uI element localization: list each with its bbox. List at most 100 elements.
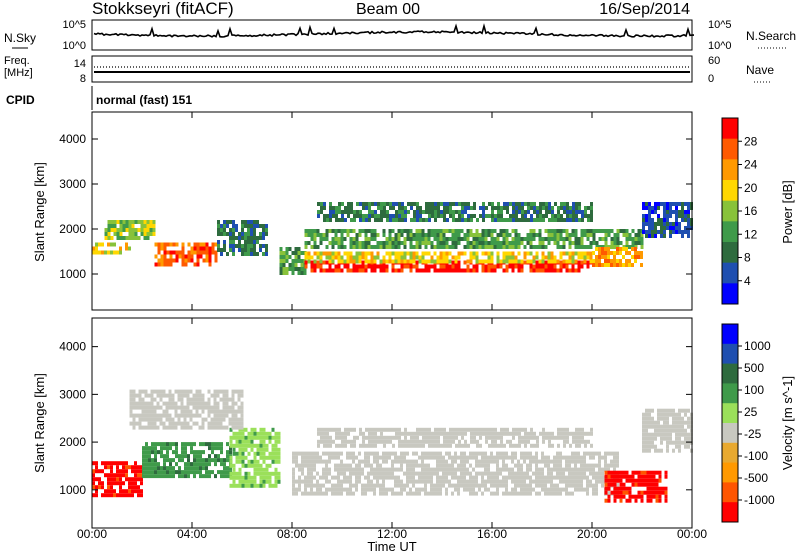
data-cell — [421, 229, 425, 233]
data-cell — [640, 245, 644, 249]
data-cell — [159, 389, 163, 394]
data-cell — [231, 417, 235, 422]
data-cell — [291, 259, 295, 263]
data-cell — [542, 427, 545, 432]
data-cell — [347, 206, 350, 210]
data-cell — [490, 241, 494, 245]
data-cell — [589, 467, 592, 472]
data-cell — [559, 245, 563, 249]
data-cell — [304, 241, 308, 245]
data-cell — [193, 470, 196, 475]
data-cell — [575, 435, 578, 440]
data-cell — [607, 255, 610, 259]
data-cell — [651, 436, 654, 441]
data-cell — [202, 474, 205, 479]
data-cell — [490, 229, 494, 233]
data-cell — [478, 463, 481, 468]
data-cell — [355, 233, 359, 237]
data-cell — [550, 229, 554, 233]
data-cell — [657, 424, 660, 429]
data-cell — [101, 469, 104, 474]
data-cell — [397, 479, 400, 484]
data-cell — [490, 268, 494, 273]
data-cell — [364, 233, 368, 237]
data-cell — [666, 210, 669, 214]
data-cell — [601, 467, 604, 472]
data-cell — [265, 475, 269, 480]
data-cell — [352, 467, 355, 472]
data-cell — [469, 455, 472, 460]
data-cell — [578, 206, 581, 210]
data-cell — [154, 254, 158, 259]
data-cell — [592, 251, 595, 255]
data-cell — [499, 483, 502, 488]
data-cell — [433, 487, 436, 492]
data-cell — [484, 487, 487, 492]
data-cell — [619, 251, 622, 255]
data-cell — [607, 229, 611, 233]
data-cell — [169, 458, 172, 463]
data-cell — [675, 226, 678, 230]
data-cell — [517, 491, 520, 496]
data-cell — [439, 455, 442, 460]
data-cell — [416, 427, 419, 432]
data-cell — [328, 229, 332, 233]
data-cell — [335, 435, 338, 440]
data-cell — [430, 487, 433, 492]
data-cell — [451, 459, 454, 464]
data-cell — [202, 466, 205, 471]
data-cell — [253, 240, 256, 244]
data-cell — [358, 264, 362, 269]
data-cell — [172, 470, 175, 475]
data-cell — [482, 431, 485, 436]
data-cell — [436, 259, 440, 264]
data-cell — [154, 462, 157, 467]
data-cell — [340, 451, 343, 456]
data-cell — [220, 474, 223, 479]
data-cell — [439, 459, 442, 464]
data-cell — [240, 389, 244, 394]
data-cell — [541, 255, 545, 260]
data-cell — [560, 214, 563, 218]
data-cell — [140, 477, 143, 482]
data-cell — [226, 232, 229, 236]
data-cell — [499, 233, 503, 237]
y-tick-label: 1000 — [59, 267, 86, 281]
data-cell — [409, 463, 412, 468]
data-cell — [568, 459, 571, 464]
data-cell — [418, 245, 422, 249]
data-cell — [355, 455, 358, 460]
data-cell — [687, 214, 690, 218]
data-cell — [385, 268, 389, 273]
data-cell — [467, 206, 470, 210]
data-cell — [502, 245, 506, 249]
data-cell — [678, 230, 681, 234]
data-cell — [648, 214, 651, 218]
data-cell — [568, 245, 572, 249]
data-cell — [373, 229, 377, 233]
data-cell — [431, 210, 434, 214]
data-cell — [406, 471, 409, 476]
data-cell — [645, 206, 648, 210]
data-cell — [154, 454, 157, 459]
data-cell — [331, 259, 335, 264]
data-cell — [142, 454, 145, 459]
y-tick-label: 2000 — [59, 435, 86, 449]
data-cell — [297, 259, 301, 263]
data-cell — [439, 241, 443, 245]
data-cell — [434, 202, 437, 206]
data-cell — [590, 443, 593, 448]
data-cell — [520, 259, 524, 264]
data-cell — [323, 218, 326, 222]
data-cell — [499, 245, 503, 249]
data-cell — [664, 494, 668, 499]
data-cell — [445, 241, 449, 245]
data-cell — [222, 417, 226, 422]
data-cell — [478, 245, 482, 249]
data-cell — [529, 259, 533, 264]
data-cell — [401, 206, 404, 210]
data-cell — [542, 206, 545, 210]
data-cell — [541, 245, 545, 249]
data-cell — [491, 439, 494, 444]
data-cell — [341, 439, 344, 444]
